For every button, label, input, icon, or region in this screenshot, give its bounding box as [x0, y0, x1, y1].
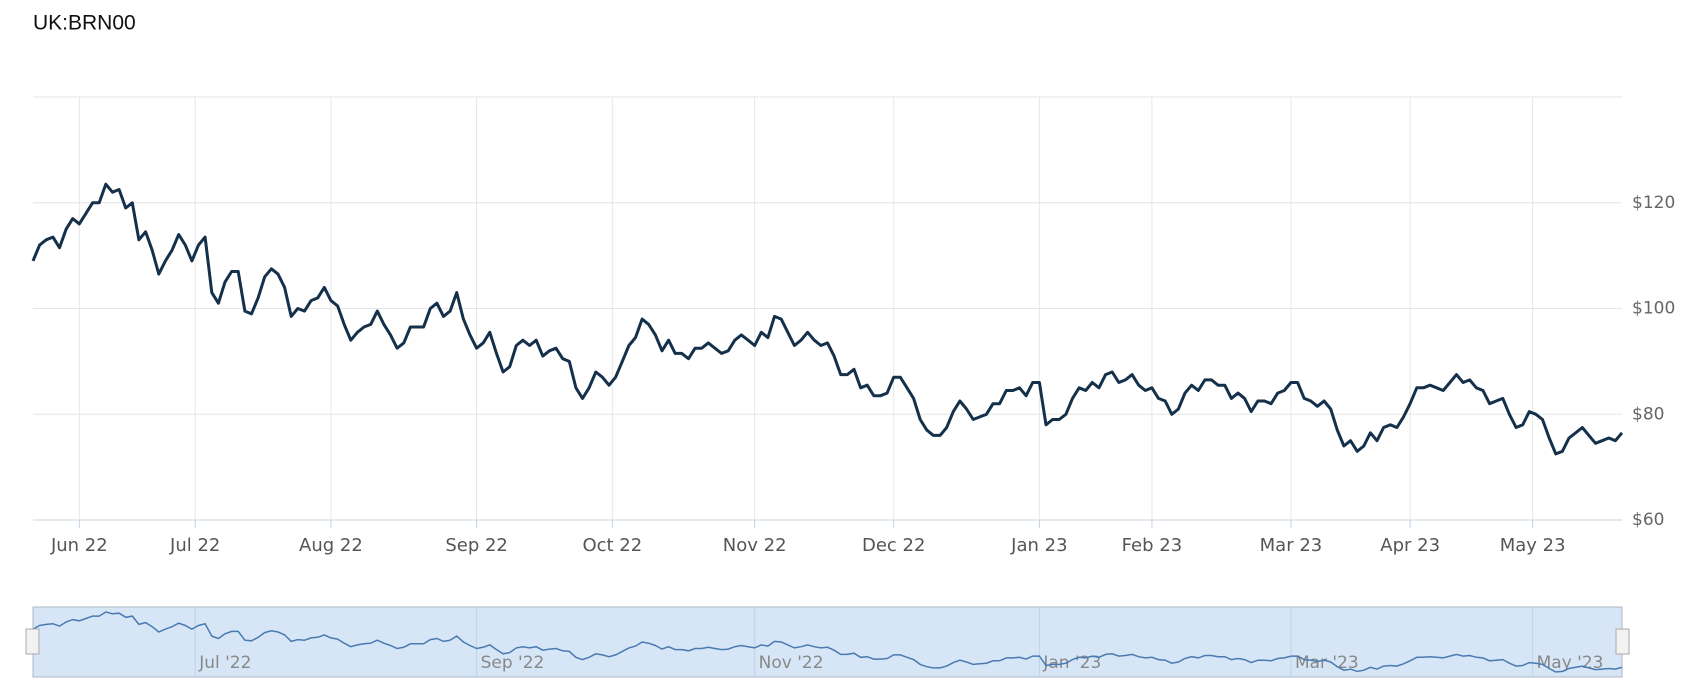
- y-tick-label: $120: [1632, 193, 1675, 213]
- x-tick-label: Oct 22: [582, 535, 642, 556]
- x-tick-label: Nov 22: [723, 535, 787, 556]
- navigator-tick-label: Sep '22: [481, 653, 545, 673]
- x-tick-label: Jun 22: [50, 535, 108, 556]
- x-tick-label: Dec 22: [862, 535, 925, 556]
- x-tick-label: Mar 23: [1260, 535, 1323, 556]
- x-tick-label: Sep 22: [445, 535, 508, 556]
- x-tick-label: Jul 22: [169, 535, 220, 556]
- y-tick-label: $80: [1632, 404, 1664, 424]
- x-tick-label: Feb 23: [1122, 535, 1183, 556]
- navigator-tick-label: Jul '22: [198, 653, 251, 673]
- chart-title: UK:BRN00: [33, 12, 136, 35]
- y-tick-label: $60: [1632, 510, 1664, 530]
- x-tick-label: Apr 23: [1380, 535, 1440, 556]
- navigator-tick-label: Mar '23: [1295, 653, 1359, 673]
- navigator-window[interactable]: [32, 606, 1623, 678]
- navigator-tick-label: Nov '22: [759, 653, 824, 673]
- navigator-line: [32, 611, 1623, 673]
- x-tick-label: Aug 22: [299, 535, 363, 556]
- y-tick-label: $100: [1632, 299, 1675, 319]
- x-tick-label: Jan 23: [1010, 535, 1067, 556]
- x-tick-label: May 23: [1500, 535, 1566, 556]
- price-line: [31, 182, 1624, 456]
- navigator-handle-left[interactable]: [25, 628, 40, 655]
- navigator-handle-right[interactable]: [1615, 628, 1630, 655]
- navigator-tick-label: May '23: [1537, 653, 1604, 673]
